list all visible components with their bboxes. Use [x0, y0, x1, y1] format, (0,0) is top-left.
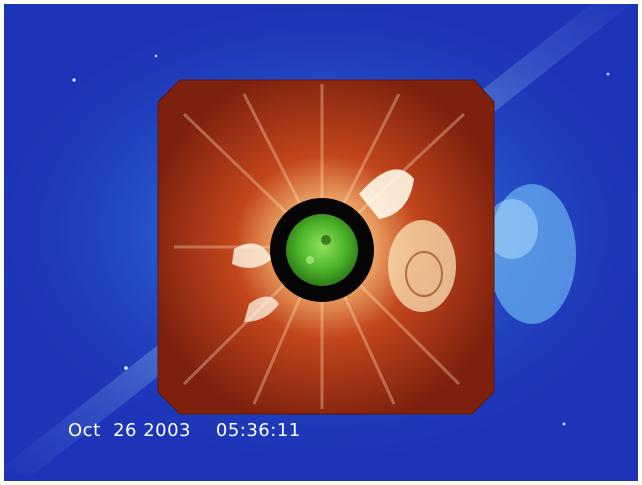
cme-loop	[388, 220, 456, 312]
composite-image: Oct 26 2003 05:36:11	[4, 4, 638, 481]
timestamp-time: 05:36:11	[215, 420, 301, 441]
solar-disk-image	[286, 214, 358, 286]
bright-eruption-upper	[359, 169, 414, 219]
solar-composite-svg	[4, 4, 638, 481]
timestamp-date: Oct 26 2003	[68, 420, 191, 441]
timestamp-label: Oct 26 2003 05:36:11	[68, 420, 301, 441]
bright-eruption-left	[232, 243, 272, 268]
cme-cloud	[488, 184, 576, 324]
